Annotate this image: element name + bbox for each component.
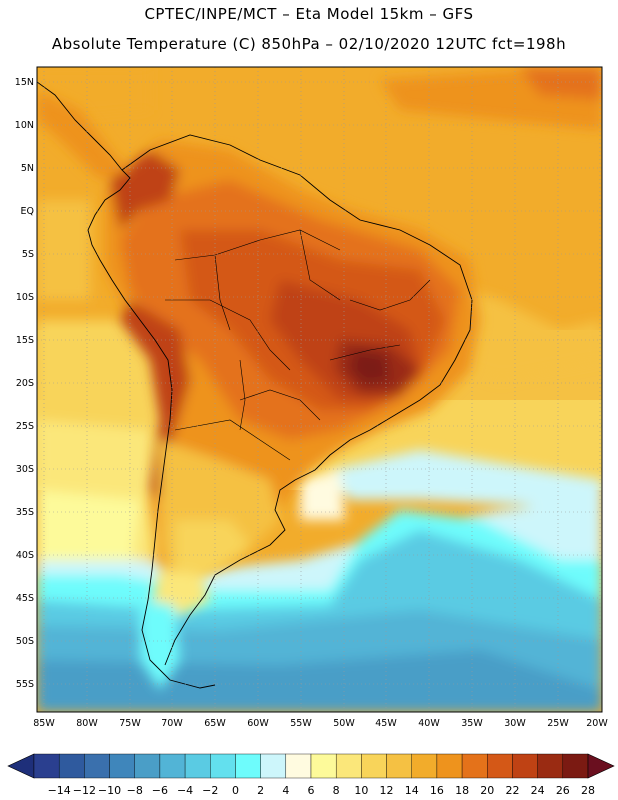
- colorbar-labels: −14 −12 −10 −8 −6 −4 −2 0 2 4 6 8 10 12 14 16 18 20 22 24 26…: [48, 784, 595, 797]
- colorbar-cell: [134, 753, 161, 779]
- lat-label: 35S: [16, 507, 34, 518]
- lon-label: 25W: [547, 718, 569, 729]
- colorbar-cell: [562, 753, 589, 779]
- colorbar-under-arrow: [7, 753, 35, 779]
- colorbar-cell: [411, 753, 438, 779]
- colorbar-label: 14: [405, 784, 419, 797]
- lat-label: 5S: [22, 249, 34, 260]
- colorbar-label: −6: [152, 784, 168, 797]
- lat-label: 50S: [16, 636, 34, 647]
- colorbar-cell: [285, 753, 312, 779]
- colorbar-cell: [310, 753, 337, 779]
- colorbar-label: 16: [430, 784, 444, 797]
- colorbar: −14 −12 −10 −8 −6 −4 −2 0 2 4 6 8 10 12 14 16 18 20 22 24 26…: [7, 753, 615, 797]
- colorbar-cells: [33, 753, 589, 779]
- lon-label: 40W: [418, 718, 440, 729]
- colorbar-over-arrow: [587, 753, 615, 779]
- chart-title-line2: Absolute Temperature (C) 850hPa – 02/10/…: [51, 35, 567, 53]
- lon-label: 65W: [204, 718, 226, 729]
- coastline: [37, 81, 473, 689]
- lat-label: 5N: [21, 163, 34, 174]
- colorbar-label: 0: [232, 784, 239, 797]
- lat-label: 25S: [16, 421, 34, 432]
- colorbar-cell: [386, 753, 412, 779]
- lon-label: 50W: [333, 718, 355, 729]
- colorbar-label: 20: [480, 784, 494, 797]
- colorbar-label: 26: [556, 784, 570, 797]
- lon-label: 60W: [247, 718, 269, 729]
- lat-label: 20S: [16, 378, 34, 389]
- colorbar-cell: [461, 753, 488, 779]
- lon-label: 80W: [76, 718, 98, 729]
- colorbar-label: −4: [177, 784, 193, 797]
- colorbar-label: 28: [581, 784, 595, 797]
- temperature-field: [37, 67, 602, 712]
- lat-label: EQ: [21, 206, 34, 217]
- lat-label: 40S: [16, 550, 34, 561]
- colorbar-cell: [84, 753, 110, 779]
- colorbar-cell: [109, 753, 135, 779]
- longitude-labels: 85W 80W 75W 70W 65W 60W 55W 50W 45W 40W …: [33, 718, 608, 729]
- lon-label: 85W: [33, 718, 55, 729]
- colorbar-cell: [58, 753, 85, 779]
- colorbar-cell: [235, 753, 261, 779]
- colorbar-label: 12: [380, 784, 394, 797]
- colorbar-cell: [512, 753, 538, 779]
- country-borders: [165, 229, 431, 461]
- colorbar-cell: [487, 753, 513, 779]
- lat-label: 45S: [16, 593, 34, 604]
- lat-label: 10N: [15, 120, 34, 131]
- lat-label: 10S: [16, 292, 34, 303]
- colorbar-label: −2: [202, 784, 218, 797]
- lat-label: 15N: [15, 77, 34, 88]
- lon-label: 75W: [119, 718, 141, 729]
- lat-label: 15S: [16, 335, 34, 346]
- colorbar-label: 10: [354, 784, 368, 797]
- colorbar-cell: [159, 753, 186, 779]
- colorbar-label: −12: [73, 784, 96, 797]
- latitude-labels: 15N 10N 5N EQ 5S 10S 15S 20S 25S 30S 35S…: [15, 77, 34, 690]
- colorbar-cell: [184, 753, 211, 779]
- chart-title-line1: CPTEC/INPE/MCT – Eta Model 15km – GFS: [144, 5, 474, 23]
- colorbar-label: 24: [531, 784, 545, 797]
- colorbar-label: 6: [308, 784, 315, 797]
- lon-label: 35W: [461, 718, 483, 729]
- map-frame: [36, 66, 603, 713]
- colorbar-label: −10: [98, 784, 121, 797]
- lon-label: 70W: [161, 718, 183, 729]
- colorbar-label: 2: [257, 784, 264, 797]
- lon-label: 20W: [586, 718, 608, 729]
- colorbar-cell: [33, 753, 60, 779]
- colorbar-label: 18: [455, 784, 469, 797]
- colorbar-label: −14: [48, 784, 71, 797]
- lon-label: 45W: [375, 718, 397, 729]
- colorbar-cell: [210, 753, 236, 779]
- colorbar-cell: [260, 753, 287, 779]
- lat-label: 30S: [16, 464, 34, 475]
- lon-label: 55W: [290, 718, 312, 729]
- lat-label: 55S: [16, 679, 34, 690]
- colorbar-cell: [537, 753, 564, 779]
- colorbar-label: 8: [333, 784, 340, 797]
- colorbar-label: −8: [127, 784, 143, 797]
- colorbar-cell: [436, 753, 463, 779]
- colorbar-label: 4: [282, 784, 289, 797]
- colorbar-cell: [335, 753, 362, 779]
- colorbar-label: 22: [505, 784, 519, 797]
- colorbar-cell: [361, 753, 387, 779]
- lon-label: 30W: [504, 718, 526, 729]
